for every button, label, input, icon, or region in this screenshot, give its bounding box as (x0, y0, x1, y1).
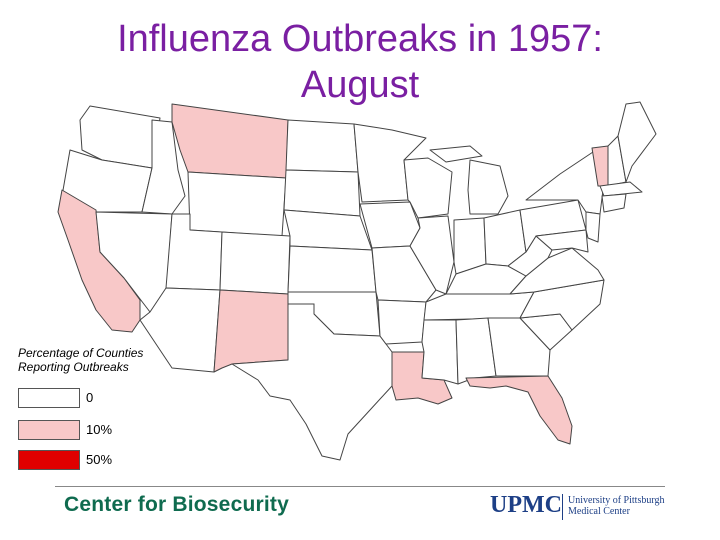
legend-title-line-2: Reporting Outbreaks (18, 360, 129, 374)
title-line-2: August (300, 64, 420, 106)
state-maine (617, 101, 657, 183)
upmc-wordmark: UPMC (490, 492, 562, 518)
title-line-1: Influenza Outbreaks in 1957: (117, 18, 603, 60)
footer-divider (55, 486, 665, 487)
state-texas (231, 303, 393, 461)
state-massachusetts (599, 181, 643, 197)
state-wisconsin (403, 157, 453, 219)
upmc-logo: UPMC University of Pittsburgh Medical Ce… (490, 492, 664, 520)
state-colorado (219, 231, 291, 295)
page-title: Influenza Outbreaks in 1957: August (60, 16, 660, 108)
state-new-mexico (213, 289, 289, 373)
legend-title-line-1: Percentage of Counties (18, 346, 144, 360)
state-georgia (487, 317, 551, 377)
state-kansas (287, 245, 377, 293)
upmc-subtitle-line-1: University of Pittsburgh (568, 495, 665, 506)
legend-swatch-50 (18, 450, 80, 470)
upmc-divider (562, 494, 563, 520)
state-tennessee (423, 291, 535, 321)
center-for-biosecurity-logo: Center for Biosecurity (64, 493, 289, 516)
state-florida (465, 375, 573, 445)
state-north-dakota (285, 119, 359, 173)
legend-label-50: 50% (86, 452, 113, 467)
upmc-subtitle-line-2: Medical Center (568, 506, 630, 517)
map-legend: Percentage of Counties Reporting Outbrea… (18, 346, 178, 470)
state-south-dakota (283, 169, 361, 217)
legend-swatch-10 (18, 420, 80, 440)
state-michigan (429, 145, 509, 215)
legend-label-10: 10% (86, 422, 113, 437)
state-idaho (141, 119, 186, 215)
state-alabama (455, 317, 497, 385)
legend-label-0: 0 (86, 390, 94, 405)
state-connecticut (601, 193, 627, 213)
state-illinois (409, 215, 455, 295)
state-new-jersey (585, 211, 601, 243)
state-maryland (535, 229, 589, 253)
state-arkansas (377, 299, 427, 345)
state-wyoming (187, 171, 287, 237)
state-nebraska (283, 209, 373, 251)
state-montana (171, 103, 289, 179)
state-mississippi (421, 319, 459, 385)
upmc-subtitle: University of Pittsburgh Medical Center (568, 495, 668, 517)
legend-swatch-0 (18, 388, 80, 408)
